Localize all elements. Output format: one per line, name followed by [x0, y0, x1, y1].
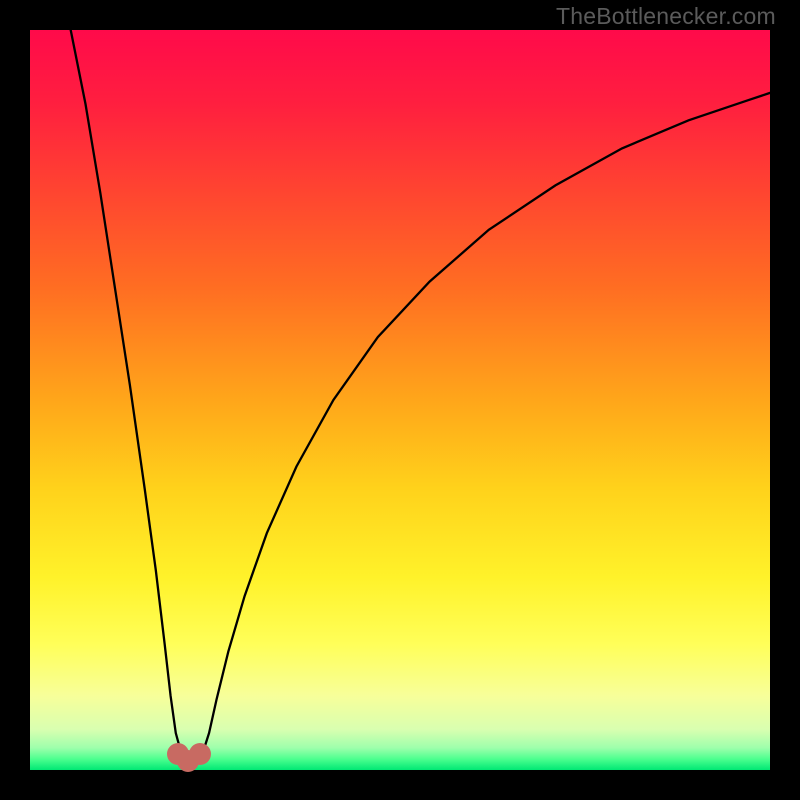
curve-right-branch — [204, 93, 770, 749]
watermark-text: TheBottlenecker.com — [556, 3, 776, 30]
optimum-marker — [189, 743, 211, 765]
bottleneck-curve — [30, 30, 770, 770]
plot-area — [30, 30, 770, 770]
curve-left-branch — [71, 30, 181, 749]
